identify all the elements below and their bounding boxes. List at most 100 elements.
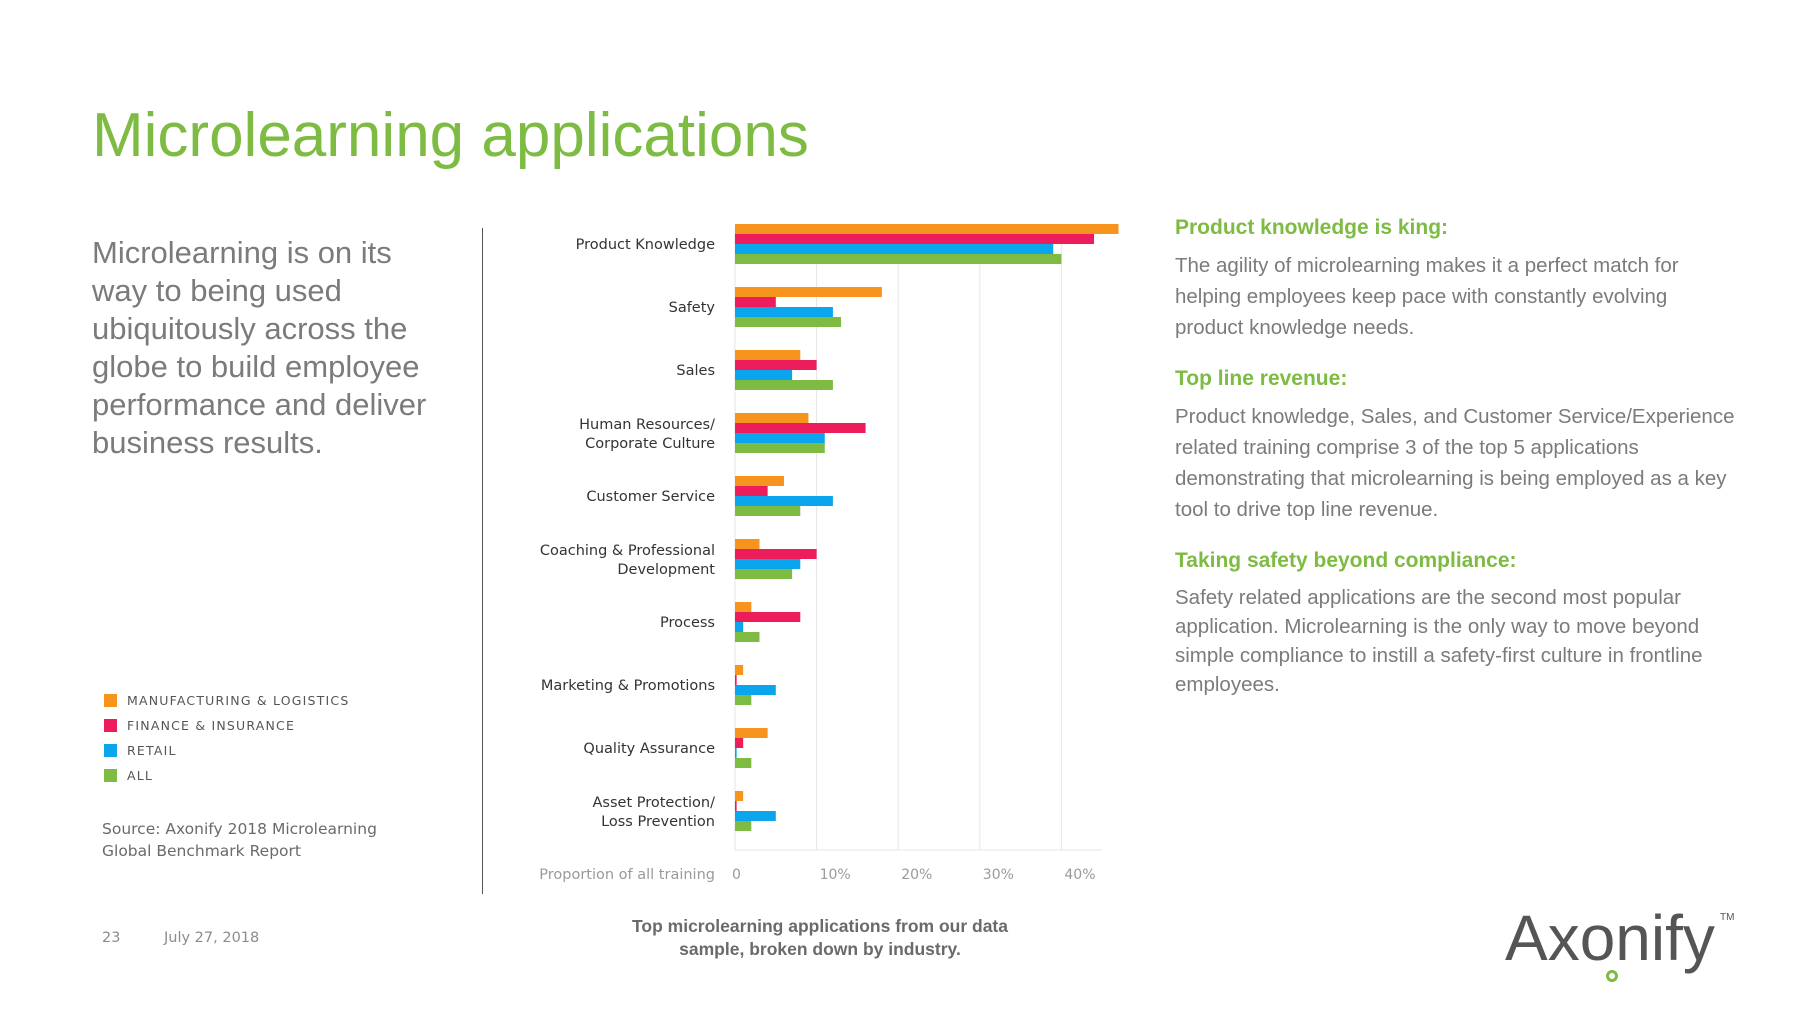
slide-date: July 27, 2018: [164, 930, 260, 946]
section-top-line-revenue: Top line revenue: Product knowledge, Sal…: [1175, 365, 1735, 525]
section-body: Product knowledge, Sales, and Customer S…: [1175, 405, 1735, 521]
x-tick-label: 10%: [820, 867, 851, 883]
category-label-line: Coaching & Professional: [540, 543, 715, 559]
section-heading: Taking safety beyond compliance:: [1175, 549, 1517, 572]
bar: [735, 602, 752, 612]
category-label-line: Human Resources/: [579, 417, 715, 433]
category-label: Sales: [676, 363, 715, 379]
bar: [735, 821, 752, 831]
bar: [735, 632, 760, 642]
bar: [735, 443, 825, 453]
bar: [735, 370, 793, 380]
bar: [735, 234, 1095, 244]
section-body: Safety related applications are the seco…: [1175, 586, 1703, 696]
category-label: Process: [660, 615, 715, 631]
section-heading: Product knowledge is king:: [1175, 216, 1449, 239]
category-label-line: Sales: [676, 363, 715, 379]
bar: [735, 569, 793, 579]
category-label-line: Loss Prevention: [601, 814, 715, 830]
bar: [735, 559, 801, 569]
chart-bars: [735, 224, 1119, 831]
category-label-line: Safety: [669, 300, 716, 316]
bar: [735, 287, 882, 297]
slide-title: Microlearning applications: [92, 101, 809, 170]
bar: [735, 506, 801, 516]
chart-category-labels: Product Knowledge Safety Sales Human Resour…: [540, 237, 716, 830]
x-tick-label: 0: [732, 867, 741, 883]
right-column: Product knowledge is king: The agility o…: [1175, 214, 1735, 721]
bar: [735, 423, 866, 433]
bar: [735, 224, 1119, 234]
bar: [735, 297, 776, 307]
bar: [735, 307, 833, 317]
category-label: Coaching & Professional Development: [540, 543, 715, 578]
bar: [735, 791, 744, 801]
legend-item-retail: RETAIL: [104, 738, 349, 763]
bar: [735, 350, 801, 360]
legend-swatch: [104, 769, 117, 782]
section-body: The agility of microlearning makes it a …: [1175, 254, 1679, 339]
bar: [735, 496, 833, 506]
chart-axis-ticks: Proportion of all training 0 10% 20% 30% 40%: [539, 867, 1095, 883]
bar: [735, 539, 760, 549]
logo-wordmark: Axonify: [1505, 902, 1715, 974]
bar: [735, 360, 817, 370]
legend-label: RETAIL: [127, 743, 177, 758]
bar: [735, 549, 817, 559]
legend-label: MANUFACTURING & LOGISTICS: [127, 693, 350, 708]
category-label: Product Knowledge: [576, 237, 715, 253]
bar: [735, 728, 768, 738]
bar: [735, 811, 776, 821]
section-safety: Taking safety beyond compliance: Safety …: [1175, 547, 1735, 699]
page-number: 23: [102, 930, 121, 946]
category-label-line: Development: [617, 562, 715, 578]
axonify-logo: Axonify TM: [1505, 902, 1745, 982]
section-product-knowledge: Product knowledge is king: The agility o…: [1175, 214, 1735, 343]
bar: [735, 317, 842, 327]
bar: [735, 695, 752, 705]
bar: [735, 486, 768, 496]
bar: [735, 476, 784, 486]
bar: [735, 380, 833, 390]
category-label: Customer Service: [586, 489, 715, 505]
category-label: Quality Assurance: [583, 741, 715, 757]
intro-text: Microlearning is on its way to being use…: [92, 235, 427, 460]
x-tick-label: 40%: [1064, 867, 1095, 883]
section-heading: Top line revenue:: [1175, 367, 1348, 390]
bar: [735, 801, 737, 811]
legend-swatch: [104, 719, 117, 732]
x-axis-label: Proportion of all training: [539, 867, 715, 883]
x-tick-label: 30%: [983, 867, 1014, 883]
category-label-line: Corporate Culture: [585, 436, 715, 452]
category-label-line: Process: [660, 615, 715, 631]
legend-item-all: ALL: [104, 763, 349, 788]
bar: [735, 413, 809, 423]
bar: [735, 254, 1062, 264]
category-label-line: Quality Assurance: [583, 741, 715, 757]
bar: [735, 433, 825, 443]
bar: [735, 244, 1054, 254]
bar: [735, 675, 737, 685]
bar: [735, 685, 776, 695]
category-label: Asset Protection/Loss Prevention: [593, 795, 716, 830]
legend-swatch: [104, 694, 117, 707]
bar: [735, 738, 744, 748]
chart-caption: Top microlearning applications from our …: [632, 916, 1008, 959]
legend-swatch: [104, 744, 117, 757]
legend-label: ALL: [127, 768, 154, 783]
category-label-line: Asset Protection/: [593, 795, 716, 811]
legend-item-manufacturing: MANUFACTURING & LOGISTICS: [104, 688, 349, 713]
bar: [735, 748, 737, 758]
bar: [735, 665, 744, 675]
x-tick-label: 20%: [901, 867, 932, 883]
legend-item-finance: FINANCE & INSURANCE: [104, 713, 349, 738]
category-label: Human Resources/Corporate Culture: [579, 417, 715, 452]
category-label-line: Product Knowledge: [576, 237, 715, 253]
chart-legend: MANUFACTURING & LOGISTICS FINANCE & INSU…: [104, 688, 349, 788]
bar: [735, 612, 801, 622]
bar: [735, 758, 752, 768]
legend-label: FINANCE & INSURANCE: [127, 718, 296, 733]
source-note: Source: Axonify 2018 Microlearning Globa…: [102, 820, 377, 860]
logo-trademark: TM: [1720, 912, 1735, 923]
